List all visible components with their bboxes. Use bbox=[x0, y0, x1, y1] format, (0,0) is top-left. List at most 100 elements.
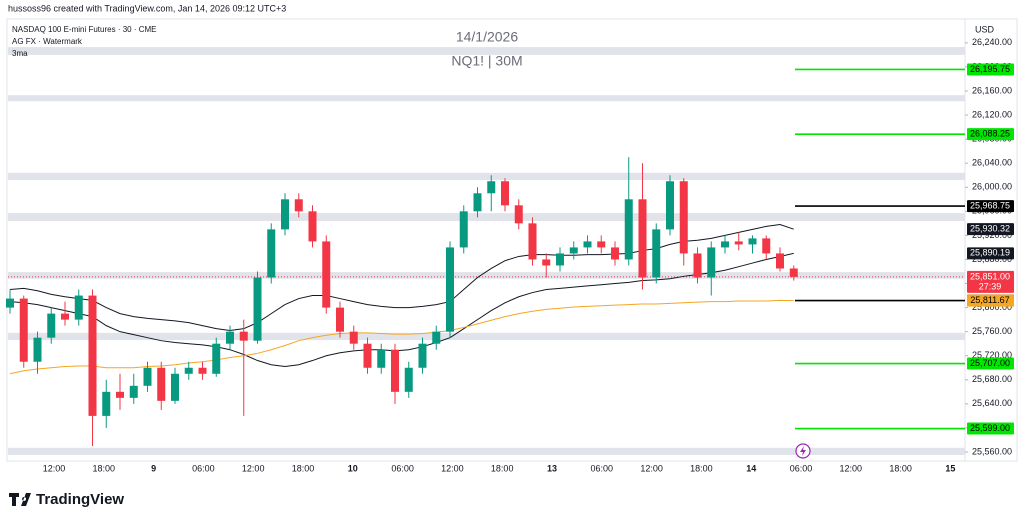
candle-body bbox=[61, 313, 69, 320]
candle-body bbox=[556, 253, 564, 266]
level-label-text: 25,707.00 bbox=[970, 358, 1010, 368]
x-tick-label: 12:00 bbox=[242, 463, 265, 473]
lightning-bolt[interactable] bbox=[800, 446, 806, 456]
ma-label-text: 25,890.19 bbox=[970, 248, 1010, 258]
candle-body bbox=[116, 391, 124, 398]
candle-body bbox=[363, 343, 372, 368]
candle-body bbox=[88, 295, 97, 416]
candle-body bbox=[652, 229, 661, 278]
candle-body bbox=[308, 211, 317, 242]
candle-body bbox=[184, 367, 193, 374]
candle-body bbox=[336, 307, 344, 332]
y-tick-label: 25,760.00 bbox=[972, 326, 1012, 336]
logo-mark bbox=[9, 493, 31, 506]
chart-frame bbox=[6, 18, 1018, 462]
x-tick-label: 12:00 bbox=[43, 463, 66, 473]
candle-body bbox=[611, 247, 619, 260]
candle-body bbox=[514, 205, 523, 224]
moving-average bbox=[9, 224, 794, 331]
x-tick-label: 06:00 bbox=[591, 463, 614, 473]
candle-body bbox=[748, 238, 757, 245]
candle-body bbox=[212, 343, 221, 374]
candle-body bbox=[762, 238, 771, 254]
x-tick-label: 18:00 bbox=[491, 463, 514, 473]
watermark-symbol: NQ1! | 30M bbox=[451, 53, 522, 69]
candle-body bbox=[776, 253, 784, 269]
x-tick-label: 18:00 bbox=[889, 463, 912, 473]
plot: 25,560.0025,600.0025,640.0025,680.0025,7… bbox=[6, 37, 1014, 473]
candle-body bbox=[294, 199, 303, 212]
candle-body bbox=[377, 349, 386, 368]
zone bbox=[8, 172, 965, 181]
x-tick-label: 13 bbox=[547, 463, 557, 473]
logo-text: TradingView bbox=[36, 491, 124, 508]
candle-body bbox=[322, 241, 331, 308]
candle-body bbox=[734, 241, 743, 245]
y-tick-label: 26,120.00 bbox=[972, 109, 1012, 119]
y-tick-label: 26,040.00 bbox=[972, 158, 1012, 168]
y-tick-label: 26,240.00 bbox=[972, 37, 1012, 47]
x-tick-label: 18:00 bbox=[690, 463, 713, 473]
candle-body bbox=[569, 247, 578, 254]
candle-body bbox=[33, 337, 42, 362]
x-tick-label: 06:00 bbox=[790, 463, 813, 473]
candle-body bbox=[47, 313, 56, 338]
ma-label-box bbox=[967, 223, 1014, 236]
zone bbox=[8, 47, 965, 55]
countdown-text: 27:39 bbox=[979, 281, 1002, 291]
x-tick-label: 06:00 bbox=[192, 463, 215, 473]
y-tick-label: 25,720.00 bbox=[972, 350, 1012, 360]
candle-body bbox=[157, 367, 166, 401]
x-tick-label: 14 bbox=[746, 463, 756, 473]
level-label-text: 25,599.00 bbox=[970, 423, 1010, 433]
y-tick-label: 25,560.00 bbox=[972, 446, 1012, 456]
x-tick-label: 12:00 bbox=[640, 463, 663, 473]
candle-body bbox=[679, 181, 688, 254]
ma-label-text: 25,811.67 bbox=[970, 295, 1009, 305]
study-label: 3ma bbox=[12, 49, 28, 58]
x-tick-label: 12:00 bbox=[840, 463, 863, 473]
y-tick-label: 25,680.00 bbox=[972, 374, 1012, 384]
candle-body bbox=[74, 295, 83, 320]
candle-body bbox=[143, 367, 152, 386]
candle-body bbox=[267, 229, 276, 278]
zone bbox=[8, 447, 965, 455]
candle-body bbox=[102, 391, 111, 416]
candle-body bbox=[693, 253, 702, 278]
level-label-box bbox=[967, 357, 1014, 370]
lightning-icon[interactable] bbox=[795, 443, 811, 459]
x-tick-label: 18:00 bbox=[292, 463, 315, 473]
last-price-box bbox=[967, 270, 1014, 293]
credit: hussoss96 created with TradingView.com, … bbox=[8, 3, 286, 13]
candle-body bbox=[281, 199, 289, 230]
candle-body bbox=[666, 181, 674, 230]
y-tick-label: 25,800.00 bbox=[972, 302, 1012, 312]
ma-label-text: 25,930.32 bbox=[970, 224, 1010, 234]
zone bbox=[8, 213, 965, 221]
candle-body bbox=[638, 199, 647, 278]
x-tick-label: 18:00 bbox=[93, 463, 116, 473]
candle-body bbox=[239, 331, 248, 341]
candle-body bbox=[542, 259, 551, 266]
indicator-label: AG FX · Watermark bbox=[12, 37, 83, 46]
y-tick-label: 26,000.00 bbox=[972, 182, 1012, 192]
x-tick-label: 15 bbox=[945, 463, 955, 473]
candle-body bbox=[473, 193, 482, 212]
candle-body bbox=[6, 298, 14, 308]
level-label-text: 25,968.75 bbox=[970, 200, 1010, 210]
last-price-text: 25,851.00 bbox=[970, 271, 1010, 281]
y-tick-label: 25,640.00 bbox=[972, 398, 1012, 408]
ma-label-box bbox=[967, 247, 1014, 260]
currency: USD bbox=[975, 24, 995, 34]
x-tick-label: 10 bbox=[348, 463, 358, 473]
zone bbox=[8, 332, 965, 341]
candle-body bbox=[349, 331, 358, 344]
candle-body bbox=[418, 343, 427, 368]
moving-average bbox=[9, 299, 794, 375]
candle-body bbox=[487, 181, 496, 194]
y-tick-label: 26,160.00 bbox=[972, 85, 1012, 95]
ma-label-box bbox=[967, 294, 1014, 307]
candle-body bbox=[721, 241, 729, 248]
